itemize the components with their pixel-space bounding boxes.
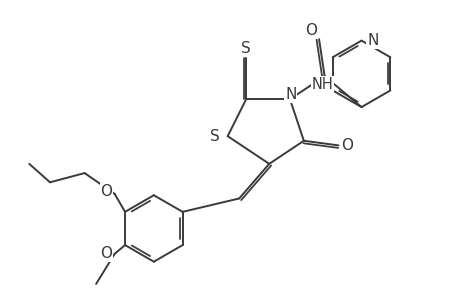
Text: S: S (209, 129, 219, 144)
Text: O: O (100, 184, 112, 199)
Text: N: N (285, 87, 296, 102)
Text: O: O (340, 138, 352, 153)
Text: N: N (366, 33, 378, 48)
Text: O: O (304, 23, 316, 38)
Text: NH: NH (311, 76, 333, 92)
Text: O: O (100, 246, 112, 261)
Text: S: S (241, 41, 251, 56)
